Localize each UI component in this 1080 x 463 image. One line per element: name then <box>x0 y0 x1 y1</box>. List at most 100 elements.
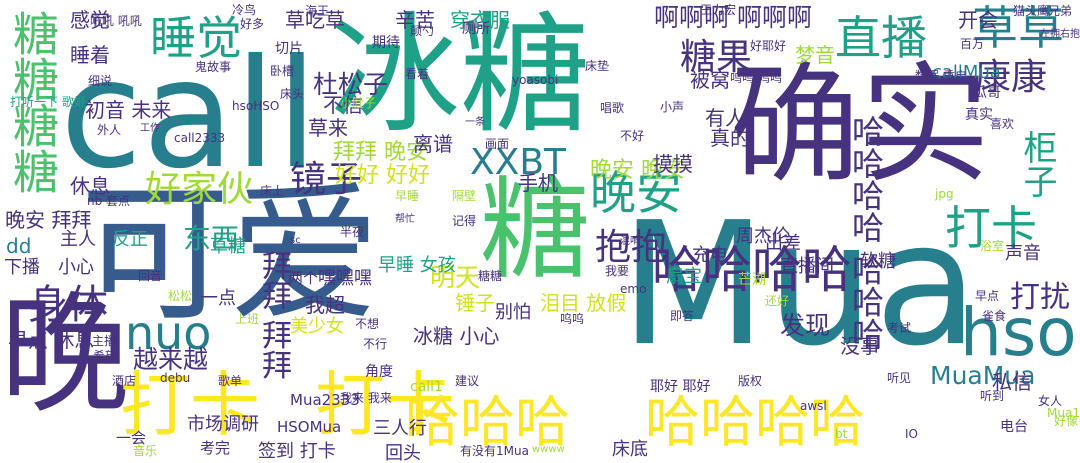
word-60: 初音 未来 <box>85 98 172 122</box>
word-73: 泪目 放假 <box>540 291 627 315</box>
word-84: 两个 <box>288 269 319 287</box>
word-147: 工作 <box>140 123 160 134</box>
word-168: 建议 <box>455 374 480 388</box>
word-42: 草吃草 <box>285 8 345 32</box>
word-24: 哈哈哈哈 <box>652 241 852 299</box>
word-148: call2333 <box>174 131 226 145</box>
word-55: 晚安 拜拜 <box>5 208 92 232</box>
word-145: 打听一下 歌姬 <box>10 95 86 109</box>
word-130: 冷鸟 <box>232 3 257 17</box>
word-88: 签到 打卡 <box>258 441 336 462</box>
word-114: emo <box>620 282 647 296</box>
word-36: 东西 <box>183 222 240 255</box>
word-76: 早睡 女孩 <box>378 255 456 276</box>
word-38: 明天 <box>430 263 481 292</box>
word-31: 柜子 <box>1017 130 1057 198</box>
word-123: 唱歌 <box>600 101 625 115</box>
word-138: 床头 <box>280 87 305 101</box>
word-30: 哈哈哈哈 哈哈哈 <box>847 115 885 350</box>
word-155: 隔壁 <box>452 189 477 203</box>
word-162: sc <box>290 235 301 246</box>
word-81: 下播 <box>4 257 40 278</box>
word-174: bt <box>835 427 848 441</box>
word-172: wwww <box>532 444 565 455</box>
word-11: 哈哈哈哈 <box>645 390 866 454</box>
word-32: 啊啊啊 啊啊啊 <box>654 3 812 32</box>
word-59: 离谱 <box>413 132 453 156</box>
word-170: 我来 我来 <box>340 391 392 405</box>
word-66: 充电 <box>692 245 728 266</box>
word-158: 混响 <box>620 236 640 247</box>
word-176: 浴室 <box>980 239 1005 253</box>
word-134: 期待 <box>372 35 400 51</box>
word-179: 主播 <box>92 334 117 348</box>
word-136: 卧槽 <box>270 64 295 78</box>
word-180: 希望 <box>93 349 118 363</box>
word-93: 考完 <box>200 439 231 457</box>
word-137: 看着 <box>405 67 430 81</box>
word-169: call1 <box>410 379 443 395</box>
word-27: 打扰 <box>1010 280 1070 315</box>
word-110: 即答 <box>670 309 695 323</box>
word-133: 厕所 <box>462 21 490 37</box>
word-57: 真的 <box>710 126 750 150</box>
word-94: 一会 <box>116 429 147 447</box>
word-40: 拜拜 晚安 <box>333 140 428 165</box>
word-72: 私信 <box>992 370 1032 394</box>
word-8: 打卡 <box>120 364 260 446</box>
word-173: IO <box>905 427 918 441</box>
word-21: XXBT <box>470 142 567 183</box>
word-82: 小心 <box>58 257 94 278</box>
word-43: 辛苦 <box>395 8 435 32</box>
word-121: 呜呜 呜呜 <box>730 71 782 85</box>
word-101: 女人 <box>1038 394 1063 408</box>
word-120: 数据 重启 <box>915 69 967 83</box>
word-25: 打卡 <box>945 201 1037 255</box>
word-26: 抱抱 <box>595 227 668 268</box>
word-146: 外人 <box>97 123 122 137</box>
word-53: 被窝 <box>690 68 730 92</box>
word-29: 拜拜 拜拜 <box>256 250 291 380</box>
word-74: 嘿嘿嘿 <box>318 268 372 289</box>
word-2: 确实 <box>730 49 991 201</box>
word-87: 回头 <box>385 443 421 463</box>
word-119: 百万 <box>960 37 985 51</box>
word-89: 市场调研 <box>187 414 259 435</box>
word-142: 细说 <box>88 74 113 88</box>
word-95: 歌单 <box>218 374 243 388</box>
word-167: 角度 <box>365 364 393 380</box>
word-50: 草来 <box>308 116 348 140</box>
word-86: 三人行 <box>373 418 427 439</box>
word-90: Mua2333 <box>290 391 360 409</box>
word-165: 不想 <box>355 317 380 331</box>
word-161: 半夜 <box>340 225 365 239</box>
word-122: 小声 <box>660 100 685 114</box>
word-175: jpg <box>935 187 954 201</box>
word-1: 冰糖 <box>330 0 591 151</box>
word-4: 可爱 <box>80 168 381 342</box>
word-67: 出差 <box>765 233 801 254</box>
word-54: 休息 <box>70 174 110 198</box>
word-106: 版权 <box>738 374 763 388</box>
word-37: 发现 <box>780 311 831 340</box>
word-28: 身体 <box>28 282 108 328</box>
word-47: 梦音 <box>795 43 835 67</box>
word-139: 床垫 <box>585 59 610 73</box>
word-68: 直播间 <box>780 256 834 277</box>
word-23: hso <box>960 294 1077 371</box>
word-112: 我要 <box>605 264 630 278</box>
word-109: 早点 <box>975 289 1000 303</box>
word-85: 美少女 <box>290 316 344 337</box>
word-34: 越来越 <box>133 345 209 374</box>
word-9: 打卡 <box>315 364 455 446</box>
word-75: 别怕 <box>495 302 531 323</box>
word-156: 记得 <box>452 214 477 228</box>
word-117: 喜欢 <box>990 117 1015 131</box>
word-80: 反正 <box>112 229 148 250</box>
word-150: 画面 <box>485 137 510 151</box>
word-100: 好像 <box>1054 414 1079 428</box>
word-12: 糖糖糖糖 <box>6 10 60 194</box>
word-107: 还好 <box>765 294 790 308</box>
word-58: 有人 <box>705 106 745 130</box>
